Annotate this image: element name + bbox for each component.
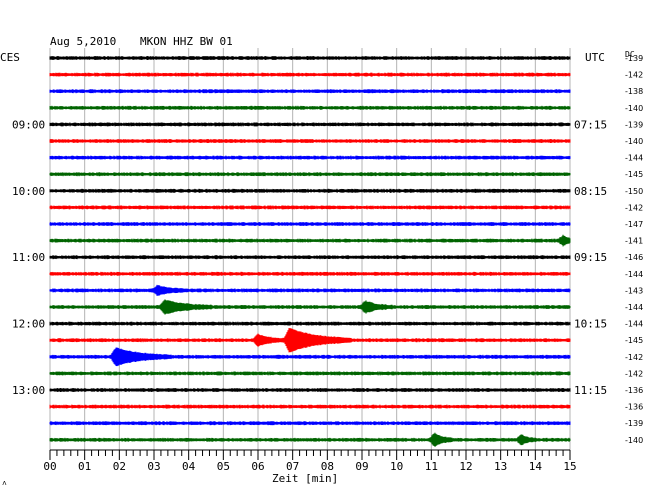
dc-offset-23: -140 — [625, 436, 643, 445]
x-tick-label-4: 04 — [182, 460, 196, 473]
left-hour-labels: 09:00 10:00 11:00 12:00 13:00 — [12, 118, 45, 397]
trace-6 — [49, 155, 571, 160]
x-tick-label-0: 00 — [43, 460, 56, 473]
right-hour-labels: 07:15 08:15 09:15 10:15 11:15 — [574, 118, 607, 397]
trace-1 — [49, 72, 571, 77]
right-timezone-label: UTC — [585, 51, 605, 64]
date-label: Aug 5,2010 — [50, 35, 116, 48]
trace-13 — [49, 271, 571, 276]
dc-offset-15: -144 — [625, 303, 643, 312]
dc-offset-20: -136 — [625, 386, 643, 395]
dc-offset-21: -136 — [625, 403, 643, 412]
dc-offset-4: -139 — [625, 120, 643, 129]
x-tick-label-10: 10 — [390, 460, 403, 473]
dc-offset-11: -141 — [625, 237, 643, 246]
trace-17 — [49, 327, 571, 353]
dc-offset-5: -140 — [625, 137, 643, 146]
dc-offset-19: -142 — [625, 369, 643, 378]
dc-column-label: DC — [625, 50, 635, 59]
x-tick-label-5: 05 — [217, 460, 230, 473]
dc-offset-8: -150 — [625, 187, 643, 196]
dc-offset-0: -139 — [625, 54, 643, 63]
left-hour-label-2: 11:00 — [12, 251, 45, 264]
x-tick-label-14: 14 — [529, 460, 543, 473]
right-hour-label-4: 11:15 — [574, 384, 607, 397]
trace-4 — [49, 122, 571, 127]
left-hour-label-1: 10:00 — [12, 185, 45, 198]
dc-offset-2: -138 — [625, 87, 643, 96]
dc-offset-3: -140 — [625, 104, 643, 113]
trace-10 — [49, 221, 571, 227]
trace-0 — [49, 55, 571, 61]
trace-14 — [49, 284, 571, 296]
trace-7 — [49, 172, 571, 177]
trace-12 — [49, 255, 571, 260]
trace-3 — [49, 105, 571, 110]
trace-16 — [49, 321, 571, 326]
left-timezone-label: CES — [0, 51, 20, 64]
right-hour-label-3: 10:15 — [574, 318, 607, 331]
dc-offset-14: -143 — [625, 286, 643, 295]
dc-offset-13: -144 — [625, 270, 643, 279]
dc-offset-1: -142 — [625, 71, 643, 80]
x-tick-label-11: 11 — [425, 460, 438, 473]
trace-2 — [49, 89, 571, 94]
x-tick-label-2: 02 — [113, 460, 126, 473]
x-axis-label: Zeit [min] — [272, 472, 338, 485]
trace-18 — [49, 347, 571, 367]
x-tick-label-6: 06 — [251, 460, 264, 473]
right-hour-label-2: 09:15 — [574, 251, 607, 264]
station-label: MKON HHZ BW 01 — [140, 35, 233, 48]
dc-offset-16: -144 — [625, 320, 643, 329]
trace-22 — [49, 421, 571, 426]
x-tick-label-8: 08 — [321, 460, 334, 473]
dc-offset-labels: -139 -142 -138 -140 -139 -140 -144 -145 -150 -142… — [625, 54, 643, 445]
x-tick-label-1: 01 — [78, 460, 91, 473]
trace-23 — [49, 432, 571, 447]
dc-offset-22: -139 — [625, 419, 643, 428]
left-hour-label-3: 12:00 — [12, 318, 45, 331]
right-hour-label-1: 08:15 — [574, 185, 607, 198]
minute-grid — [49, 48, 571, 450]
dc-offset-9: -142 — [625, 203, 643, 212]
trace-8 — [49, 188, 571, 193]
x-tick-label-12: 12 — [459, 460, 472, 473]
corner-mark: ˄ — [2, 479, 7, 488]
trace-15 — [49, 299, 571, 315]
x-tick-label-13: 13 — [494, 460, 507, 473]
x-tick-label-15: 15 — [563, 460, 576, 473]
time-axis: 00 01 02 03 04 05 06 07 08 09 10 11 12 13 14 15 — [43, 449, 577, 473]
dc-offset-12: -146 — [625, 253, 643, 262]
x-tick-label-3: 03 — [147, 460, 160, 473]
dc-offset-6: -144 — [625, 154, 643, 163]
dc-offset-7: -145 — [625, 170, 643, 179]
dc-offset-10: -147 — [625, 220, 643, 229]
right-hour-label-0: 07:15 — [574, 118, 607, 131]
trace-9 — [49, 205, 571, 210]
dc-offset-17: -145 — [625, 336, 643, 345]
x-tick-label-7: 07 — [286, 460, 299, 473]
dc-offset-18: -142 — [625, 353, 643, 362]
seismic-traces — [49, 55, 571, 447]
trace-19 — [49, 371, 571, 376]
left-hour-label-4: 13:00 — [12, 384, 45, 397]
left-hour-label-0: 09:00 — [12, 118, 45, 131]
trace-11 — [49, 234, 571, 247]
trace-20 — [49, 387, 571, 393]
trace-21 — [49, 404, 571, 409]
x-tick-label-9: 09 — [355, 460, 368, 473]
trace-5 — [49, 138, 571, 144]
